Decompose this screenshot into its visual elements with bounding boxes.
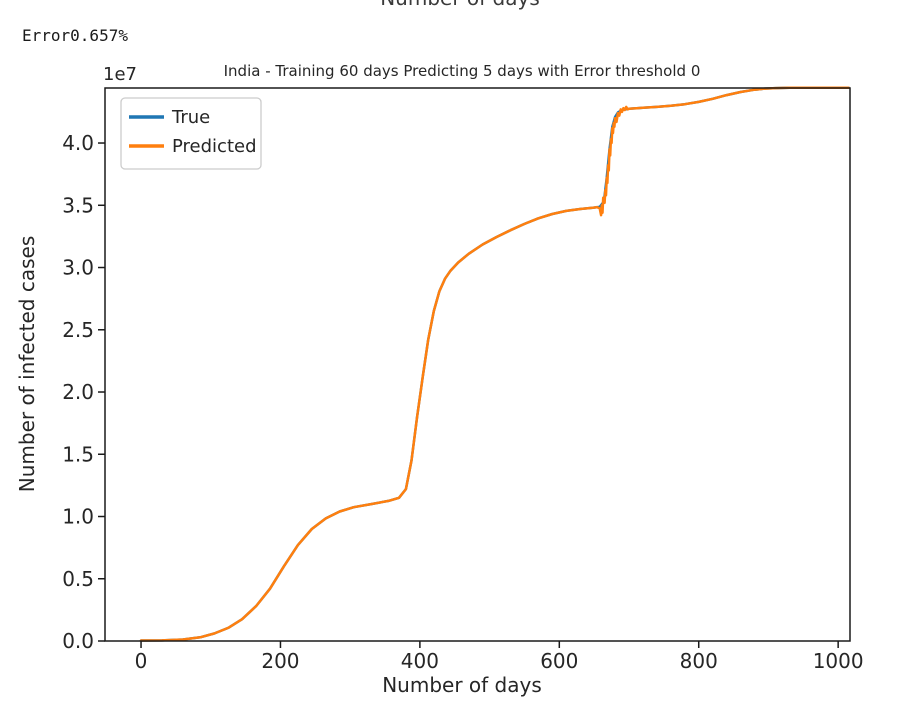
y-tick-label: 2.0 bbox=[62, 380, 94, 404]
x-tick-label: 200 bbox=[261, 649, 299, 673]
y-tick-label: 4.0 bbox=[62, 131, 94, 155]
true-line bbox=[139, 86, 850, 642]
x-tick-label: 1000 bbox=[813, 649, 864, 673]
x-axis-ticks: 0 200 400 600 800 1000 bbox=[135, 641, 864, 673]
y-tick-label: 0.5 bbox=[62, 567, 94, 591]
y-tick-label: 2.5 bbox=[62, 318, 94, 342]
x-tick-label: 800 bbox=[680, 649, 718, 673]
y-tick-label: 1.5 bbox=[62, 442, 94, 466]
legend-predicted-label: Predicted bbox=[172, 136, 257, 157]
y-axis-label: Number of infected cases bbox=[15, 236, 39, 493]
x-tick-label: 0 bbox=[135, 649, 148, 673]
x-tick-label: 600 bbox=[540, 649, 578, 673]
y-tick-label: 1.0 bbox=[62, 505, 94, 529]
legend-true-label: True bbox=[171, 107, 210, 128]
x-tick-label: 400 bbox=[401, 649, 439, 673]
y-tick-label: 3.0 bbox=[62, 256, 94, 280]
chart-title: India - Training 60 days Predicting 5 da… bbox=[224, 62, 701, 80]
clipped-previous-xlabel: Number of days bbox=[350, 0, 570, 10]
legend: True Predicted bbox=[120, 97, 262, 170]
plot-frame bbox=[104, 87, 851, 642]
y-tick-label: 3.5 bbox=[62, 193, 94, 217]
error-percentage-text: Error0.657% bbox=[22, 26, 128, 45]
predicted-line bbox=[139, 86, 850, 642]
y-tick-label: 0.0 bbox=[62, 629, 94, 653]
y-axis-offset-text: 1e7 bbox=[103, 64, 137, 85]
y-axis-ticks: 0.0 0.5 1.0 1.5 2.0 2.5 3.0 3.5 4.0 bbox=[62, 131, 105, 653]
x-axis-label: Number of days bbox=[382, 673, 542, 697]
